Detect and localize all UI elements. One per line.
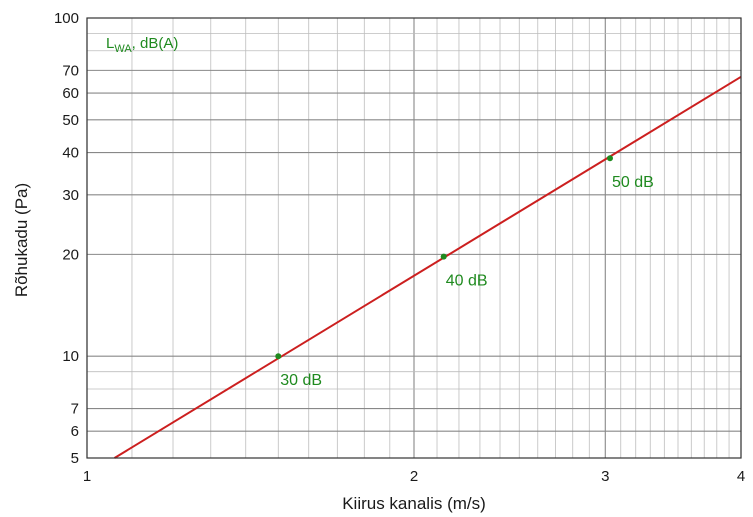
y-tick-label: 50 [62,112,79,129]
unit-label: LWA, dB(A) [106,35,178,55]
y-tick-label: 10 [62,348,79,365]
data-point [606,155,613,162]
x-tick-label: 2 [410,468,418,485]
y-tick-label: 40 [62,145,79,162]
y-tick-label: 30 [62,187,79,204]
grid [86,17,742,459]
y-tick-label: 5 [71,450,79,467]
data-point [275,353,282,360]
point-label: 30 dB [280,372,322,389]
unit-label-base: L [106,35,114,52]
plot-frame [86,17,742,459]
unit-label-subscript: WA [114,43,132,55]
x-tick-label: 4 [737,468,745,485]
point-label: 40 dB [446,273,488,290]
y-tick-label: 100 [54,10,79,27]
series-layer [113,75,742,459]
data-point [440,253,447,260]
x-tick-label: 3 [601,468,609,485]
x-tick-labels: 1 2 3 4 [83,468,745,485]
y-tick-label: 70 [62,62,79,79]
x-tick-label: 1 [83,468,91,485]
y-tick-label: 60 [62,85,79,102]
y-tick-label: 7 [71,401,79,418]
y-tick-label: 6 [71,423,79,440]
y-tick-labels: 5 6 7 10 20 30 40 50 60 70 100 [54,10,79,467]
y-tick-label: 20 [62,246,79,263]
data-points: 30 dB 40 dB 50 dB [275,155,654,389]
point-label: 50 dB [612,174,654,191]
unit-label-rest: , dB(A) [132,35,179,52]
x-axis-title: Kiirus kanalis (m/s) [342,494,486,513]
series-line [113,75,742,459]
y-axis-title: Rõhukadu (Pa) [12,183,31,297]
